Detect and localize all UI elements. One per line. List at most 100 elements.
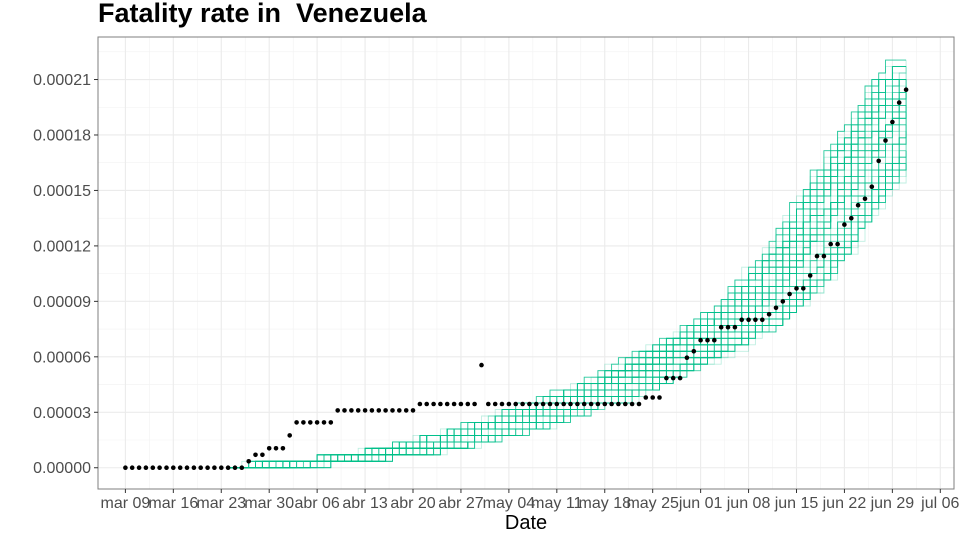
observed-point bbox=[177, 465, 183, 471]
observed-point bbox=[746, 317, 751, 323]
observed-point bbox=[458, 401, 464, 407]
observed-point bbox=[609, 401, 614, 407]
x-tick-label: jul 06 bbox=[920, 495, 959, 512]
simulation-line bbox=[228, 66, 907, 469]
simulation-line bbox=[228, 131, 907, 469]
simulation-line bbox=[228, 79, 907, 469]
simulation-line bbox=[228, 144, 907, 469]
x-tick-label: jun 15 bbox=[774, 495, 819, 512]
observed-point bbox=[417, 401, 423, 407]
simulation-line bbox=[228, 98, 907, 469]
observed-point bbox=[760, 317, 765, 323]
observed-point bbox=[253, 452, 258, 458]
observed-point bbox=[677, 375, 683, 381]
observed-point bbox=[547, 401, 553, 407]
observed-point bbox=[438, 401, 443, 407]
simulation-line bbox=[228, 98, 907, 469]
simulation-line bbox=[228, 79, 907, 469]
observed-point bbox=[342, 408, 347, 413]
x-tick-label: abr 27 bbox=[438, 495, 483, 512]
observed-point bbox=[698, 337, 703, 343]
observed-point bbox=[403, 408, 409, 413]
observed-point bbox=[219, 465, 224, 471]
observed-point bbox=[561, 401, 566, 407]
observed-point bbox=[773, 305, 779, 311]
observed-point bbox=[554, 401, 560, 407]
observed-point bbox=[513, 401, 518, 407]
x-tick-label: jun 29 bbox=[870, 495, 915, 512]
simulation-line bbox=[228, 98, 907, 469]
observed-point bbox=[821, 253, 827, 259]
observed-point bbox=[321, 420, 327, 425]
x-tick-label: may 11 bbox=[531, 495, 582, 512]
minor-grid bbox=[98, 37, 954, 489]
observed-point bbox=[129, 465, 135, 471]
observed-point bbox=[410, 408, 416, 413]
simulation-lines bbox=[228, 59, 907, 469]
simulation-line bbox=[228, 66, 907, 469]
observed-point bbox=[855, 202, 861, 208]
simulation-line bbox=[228, 59, 907, 469]
observed-point bbox=[164, 465, 169, 471]
x-tick-label: mar 16 bbox=[148, 495, 198, 512]
observed-point bbox=[314, 420, 320, 425]
observed-point bbox=[171, 465, 176, 471]
observed-point bbox=[643, 395, 649, 400]
x-axis-title: Date bbox=[505, 512, 547, 534]
simulation-line bbox=[228, 92, 907, 469]
x-tick-label: mar 23 bbox=[196, 495, 246, 512]
observed-point bbox=[602, 401, 608, 407]
simulation-line bbox=[228, 124, 907, 469]
simulation-line bbox=[228, 111, 907, 469]
y-tick-label: 0.00012 bbox=[33, 238, 91, 255]
observed-point bbox=[246, 459, 251, 464]
simulation-line bbox=[228, 118, 907, 469]
simulation-line bbox=[228, 98, 907, 469]
observed-point bbox=[896, 100, 902, 105]
observed-point bbox=[883, 138, 888, 143]
observed-point bbox=[136, 465, 142, 471]
observed-point bbox=[540, 401, 546, 407]
observed-point bbox=[732, 324, 738, 330]
observed-point bbox=[157, 465, 162, 471]
observed-point bbox=[718, 324, 724, 330]
x-tick-label: mar 30 bbox=[244, 495, 294, 512]
observed-point bbox=[444, 401, 450, 407]
chart-title: Fatality rate in Venezuela bbox=[98, 0, 427, 28]
observed-point bbox=[616, 401, 621, 407]
observed-point bbox=[232, 465, 238, 471]
observed-point bbox=[629, 401, 635, 407]
simulation-line bbox=[228, 79, 907, 469]
observed-point bbox=[369, 408, 375, 413]
observed-point bbox=[362, 408, 368, 413]
simulation-line bbox=[228, 104, 907, 469]
observed-point bbox=[260, 452, 265, 458]
observed-point bbox=[664, 375, 669, 381]
observed-point bbox=[670, 375, 676, 381]
observed-point bbox=[383, 408, 388, 413]
observed-point bbox=[712, 337, 717, 343]
observed-point bbox=[876, 158, 881, 164]
simulation-line bbox=[228, 131, 907, 469]
observed-point bbox=[903, 87, 909, 92]
observed-point bbox=[431, 401, 436, 407]
simulation-line bbox=[228, 86, 907, 469]
observed-point bbox=[849, 215, 854, 221]
observed-point bbox=[835, 241, 840, 247]
observed-point bbox=[376, 408, 382, 413]
simulation-line bbox=[228, 79, 907, 469]
simulation-line bbox=[228, 104, 907, 469]
observed-point bbox=[842, 222, 847, 227]
simulation-line bbox=[228, 73, 907, 469]
observed-point bbox=[349, 408, 354, 413]
observed-point bbox=[492, 401, 498, 407]
simulation-line bbox=[228, 98, 907, 469]
x-tick-label: abr 13 bbox=[342, 495, 387, 512]
x-tick-label: abr 20 bbox=[390, 495, 435, 512]
observed-point bbox=[794, 286, 799, 291]
y-tick-label: 0.00018 bbox=[33, 127, 91, 144]
observed-point bbox=[705, 337, 710, 343]
observed-point bbox=[684, 355, 690, 361]
observed-point bbox=[143, 465, 149, 471]
